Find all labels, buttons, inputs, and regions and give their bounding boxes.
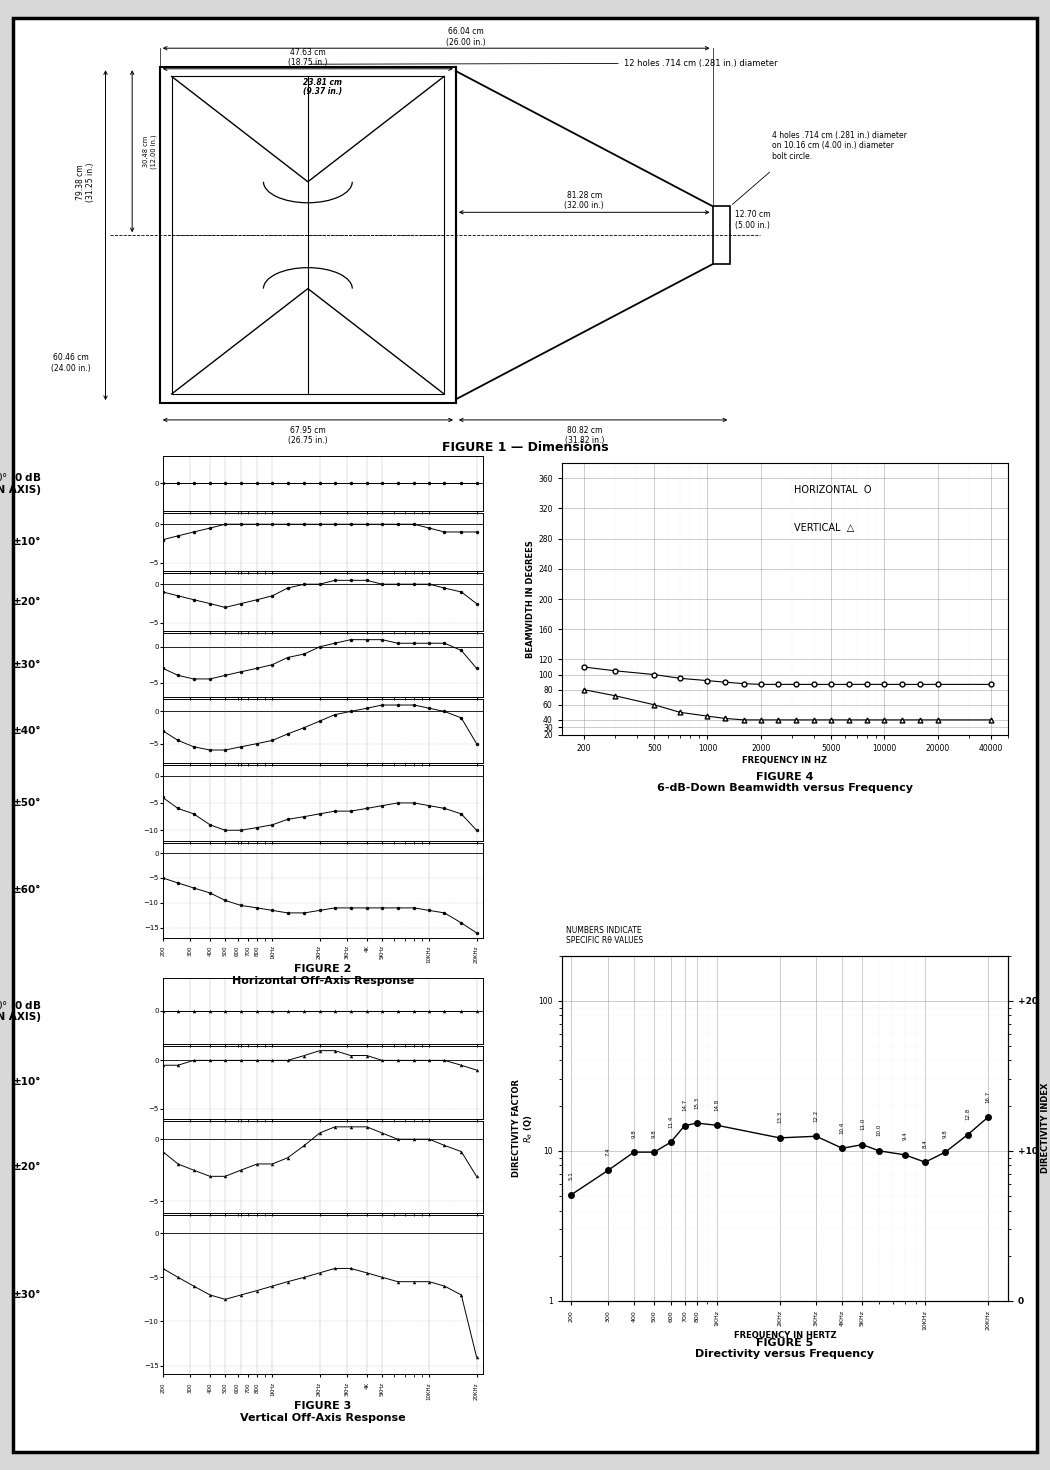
Bar [171, 76, 444, 394]
Text: 12.8: 12.8 [965, 1108, 970, 1120]
Text: 5.1: 5.1 [569, 1172, 573, 1180]
Text: 7.4: 7.4 [606, 1147, 610, 1155]
Text: 11.0: 11.0 [860, 1117, 865, 1130]
Text: 23.81 cm: 23.81 cm [303, 78, 342, 87]
Text: FIGURE 3
Vertical Off-Axis Response: FIGURE 3 Vertical Off-Axis Response [240, 1401, 405, 1423]
Text: (9.37 in.): (9.37 in.) [303, 87, 342, 97]
Text: 9.8: 9.8 [943, 1129, 948, 1138]
Text: ±30°: ±30° [13, 660, 41, 670]
Text: 10.0: 10.0 [877, 1125, 881, 1136]
Text: FIGURE 4
6-dB-Down Beamwidth versus Frequency: FIGURE 4 6-dB-Down Beamwidth versus Freq… [657, 772, 912, 794]
Text: 9.8: 9.8 [631, 1129, 636, 1138]
Text: ±20°: ±20° [13, 1163, 41, 1172]
Text: $0°$  0 dB
(ON AXIS): $0°$ 0 dB (ON AXIS) [0, 472, 41, 495]
Text: 12.70 cm
(5.00 in.): 12.70 cm (5.00 in.) [735, 210, 771, 229]
Text: 30.48 cm
(12.00 in.): 30.48 cm (12.00 in.) [143, 134, 156, 169]
Text: ±10°: ±10° [13, 1078, 41, 1088]
X-axis label: FREQUENCY IN HZ: FREQUENCY IN HZ [742, 756, 827, 764]
Text: FIGURE 5
Directivity versus Frequency: FIGURE 5 Directivity versus Frequency [695, 1338, 875, 1360]
Text: ±10°: ±10° [13, 537, 41, 547]
Text: 80.82 cm
(31.82 in.): 80.82 cm (31.82 in.) [565, 426, 604, 445]
Text: 12 holes .714 cm (.281 in.) diameter: 12 holes .714 cm (.281 in.) diameter [311, 59, 777, 68]
Text: FIGURE 1 — Dimensions: FIGURE 1 — Dimensions [442, 441, 608, 454]
Text: HORIZONTAL  O: HORIZONTAL O [794, 485, 871, 495]
Text: 13.3: 13.3 [777, 1111, 782, 1123]
Y-axis label: DIRECTIVITY INDEX
$D_i$ (dB): DIRECTIVITY INDEX $D_i$ (dB) [1041, 1083, 1050, 1173]
Y-axis label: BEAMWIDTH IN DEGREES: BEAMWIDTH IN DEGREES [526, 539, 536, 659]
Text: 9.8: 9.8 [652, 1129, 656, 1138]
Y-axis label: DIRECTIVITY FACTOR
$R_\theta$ (Q): DIRECTIVITY FACTOR $R_\theta$ (Q) [512, 1079, 536, 1177]
Text: ±30°: ±30° [13, 1291, 41, 1299]
Text: 14.7: 14.7 [682, 1100, 687, 1111]
Bar [713, 206, 731, 265]
Text: 11.4: 11.4 [668, 1116, 673, 1127]
Text: 66.04 cm
(26.00 in.): 66.04 cm (26.00 in.) [446, 28, 485, 47]
Text: ±60°: ±60° [13, 885, 41, 895]
Text: 47.63 cm
(18.75 in.): 47.63 cm (18.75 in.) [288, 49, 328, 68]
Text: $0°$  0 dB
(ON AXIS): $0°$ 0 dB (ON AXIS) [0, 1000, 41, 1023]
Text: 79.38 cm
(31.25 in.): 79.38 cm (31.25 in.) [76, 162, 96, 201]
Text: ±50°: ±50° [13, 798, 41, 808]
Text: 15.3: 15.3 [694, 1097, 699, 1108]
Text: 10.4: 10.4 [840, 1122, 845, 1133]
Text: ±40°: ±40° [13, 726, 41, 736]
Text: VERTICAL  △: VERTICAL △ [794, 523, 854, 534]
X-axis label: FREQUENCY IN HERTZ: FREQUENCY IN HERTZ [734, 1332, 836, 1341]
Text: ±20°: ±20° [13, 597, 41, 607]
Text: FIGURE 2
Horizontal Off-Axis Response: FIGURE 2 Horizontal Off-Axis Response [232, 964, 414, 986]
Text: 9.4: 9.4 [902, 1132, 907, 1141]
Text: 4 holes .714 cm (.281 in.) diameter
on 10.16 cm (4.00 in.) diameter
bolt circle.: 4 holes .714 cm (.281 in.) diameter on 1… [772, 131, 906, 160]
Text: 60.46 cm
(24.00 in.): 60.46 cm (24.00 in.) [51, 353, 90, 372]
Text: 8.4: 8.4 [923, 1139, 927, 1148]
Text: NUMBERS INDICATE
SPECIFIC Rθ VALUES: NUMBERS INDICATE SPECIFIC Rθ VALUES [566, 926, 644, 945]
Bar [160, 68, 456, 403]
Text: 14.8: 14.8 [714, 1098, 719, 1111]
Text: 81.28 cm
(32.00 in.): 81.28 cm (32.00 in.) [565, 191, 604, 210]
Text: 16.7: 16.7 [985, 1091, 990, 1102]
Text: 12.2: 12.2 [814, 1110, 819, 1122]
Text: 67.95 cm
(26.75 in.): 67.95 cm (26.75 in.) [288, 426, 328, 445]
